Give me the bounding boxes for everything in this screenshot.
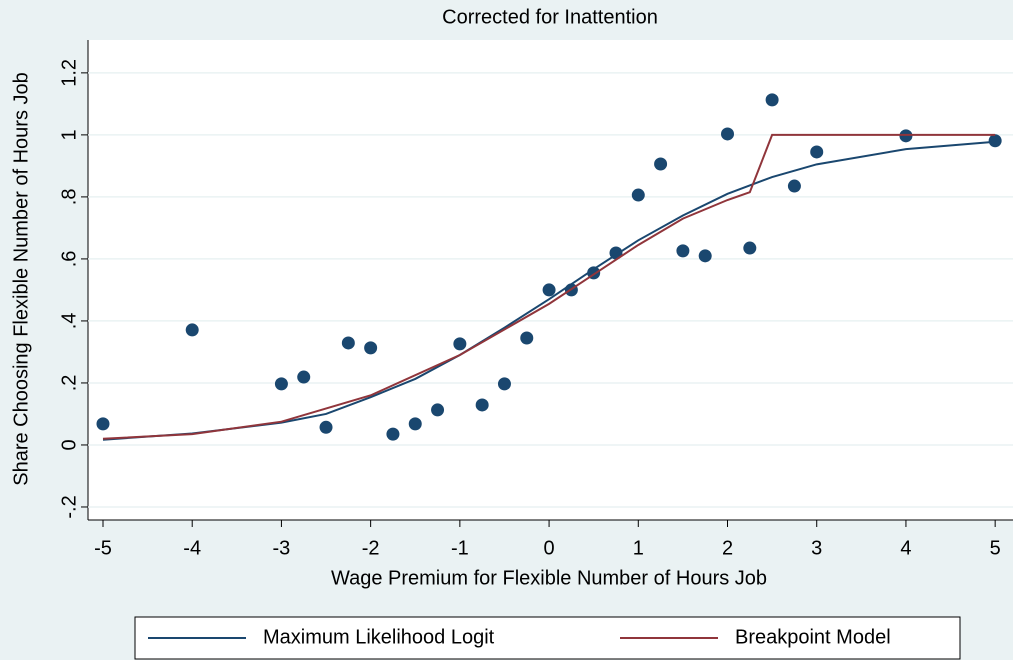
x-tick-label: -3 [273,537,291,559]
point [631,188,645,202]
point [364,341,378,355]
x-tick-label: -1 [451,537,469,559]
legend-label: Maximum Likelihood Logit [263,626,495,648]
point [96,417,110,431]
point [408,417,422,431]
point [475,398,489,412]
point [431,403,445,417]
x-tick-label: -4 [183,537,201,559]
point [319,420,333,434]
point [542,283,556,297]
point [497,377,511,391]
y-tick-label: 1 [58,129,80,140]
y-tick-label: -.2 [58,495,80,518]
point [274,377,288,391]
y-tick-label: .6 [58,251,80,268]
x-tick-label: 0 [544,537,555,559]
point [185,323,199,337]
point [676,244,690,258]
point [520,331,534,345]
legend-label: Breakpoint Model [735,626,891,648]
x-tick-label: 4 [900,537,911,559]
point [787,179,801,193]
chart-title: Corrected for Inattention [442,6,658,28]
point [721,127,735,141]
x-axis-label: Wage Premium for Flexible Number of Hour… [331,567,767,589]
y-tick-label: .4 [58,313,80,330]
legend-box [134,616,961,660]
x-tick-label: 1 [633,537,644,559]
point [988,134,1002,148]
y-tick-label: .8 [58,189,80,206]
x-tick-label: -5 [94,537,112,559]
point [453,337,467,351]
point [810,145,824,159]
point [654,157,668,171]
x-tick-label: 2 [722,537,733,559]
plot-area [88,40,1013,520]
point [743,241,757,255]
fit-line [102,140,996,441]
point [386,427,400,441]
point [698,249,712,263]
fit-line [102,133,996,440]
y-tick-label: 1.2 [58,59,80,87]
y-tick-label: .2 [58,375,80,392]
y-tick-label: 0 [58,439,80,450]
x-tick-label: -2 [362,537,380,559]
x-tick-label: 3 [811,537,822,559]
point [765,93,779,107]
y-axis-label: Share Choosing Flexible Number of Hours … [10,72,32,486]
point [341,336,355,350]
x-tick-label: 5 [990,537,1001,559]
point [297,370,311,384]
